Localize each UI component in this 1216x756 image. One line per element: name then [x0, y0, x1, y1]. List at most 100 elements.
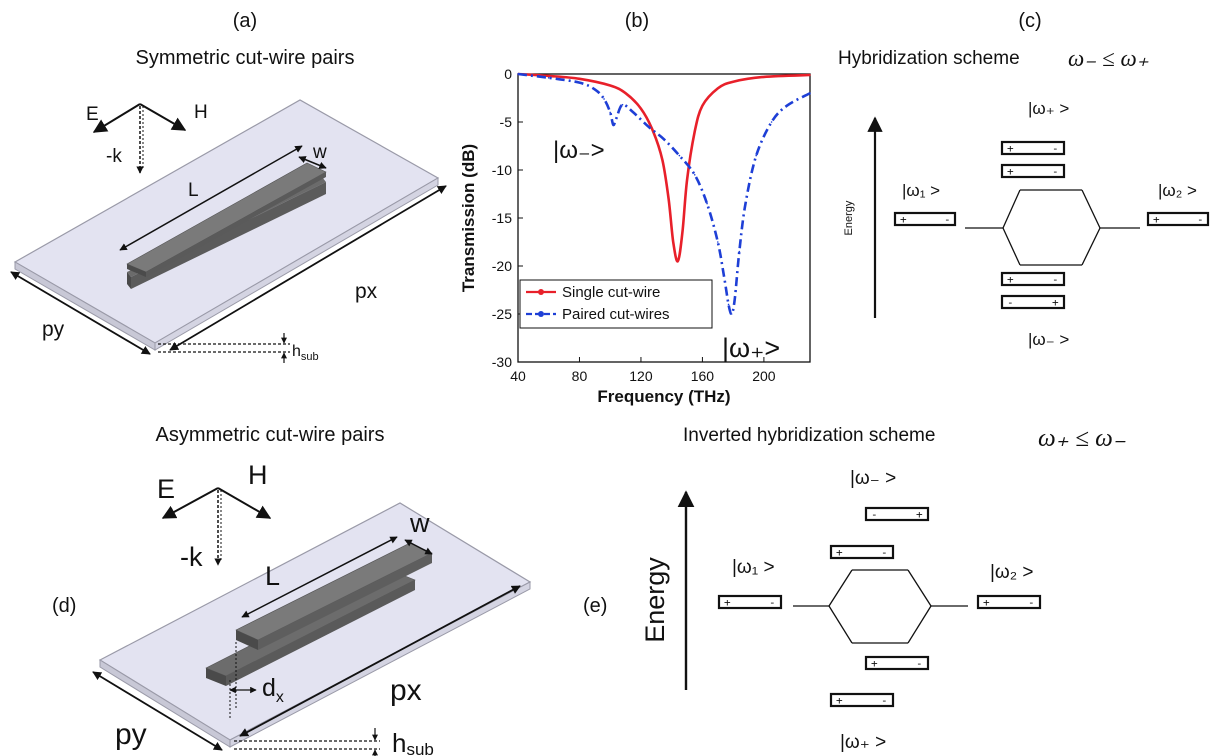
- dipole-w1-e: + -: [717, 594, 783, 610]
- wminus-label-c: |ω₋ >: [1028, 330, 1069, 349]
- dx-label-d: dx: [262, 674, 284, 706]
- x-tick-label: 120: [629, 368, 653, 384]
- dipole-w1-c: + -: [893, 211, 957, 227]
- data-point: [677, 260, 679, 263]
- panel-b: (b) 40 80 120 160 200 0 -5 -10 -15 -20 -25 -30 Freq…: [459, 10, 811, 406]
- data-point: [733, 298, 736, 301]
- E-label-d: E: [157, 474, 175, 504]
- data-point: [755, 154, 758, 157]
- svg-text:-: -: [769, 596, 776, 609]
- svg-text:+: +: [1007, 273, 1014, 286]
- w1-label-e: |ω₁ >: [732, 557, 775, 578]
- data-point: [681, 231, 684, 234]
- data-point: [632, 111, 635, 114]
- panel-b-label: (b): [625, 10, 649, 32]
- panel-c-title: Hybridization scheme: [838, 48, 1020, 69]
- dipole-w2-c: + -: [1146, 211, 1210, 227]
- dipole-wminus-bottom-e: + -: [829, 544, 895, 560]
- panel-c-label: (c): [1018, 10, 1041, 32]
- panel-d-title: Asymmetric cut-wire pairs: [156, 424, 385, 446]
- data-point: [615, 117, 618, 119]
- svg-text:+: +: [900, 213, 907, 226]
- data-point: [770, 121, 773, 123]
- panel-a-label: (a): [233, 10, 257, 32]
- panel-d: Asymmetric cut-wire pairs (d) E H -k: [52, 424, 532, 756]
- data-point: [716, 87, 719, 90]
- chart-xlabel: Frequency (THz): [597, 387, 730, 406]
- data-point: [672, 241, 675, 243]
- w-label-d: w: [409, 508, 430, 538]
- svg-text:-: -: [881, 694, 888, 707]
- svg-text:+: +: [836, 694, 843, 707]
- wplus-label-e: |ω₊ >: [840, 732, 886, 753]
- svg-text:+: +: [836, 546, 843, 559]
- data-point: [809, 92, 811, 94]
- x-tick-label: 40: [510, 368, 526, 384]
- svg-text:-: -: [944, 213, 951, 226]
- x-tick-label: 80: [572, 368, 588, 384]
- svg-text:+: +: [1007, 142, 1014, 155]
- data-point: [701, 104, 704, 107]
- dimension-w-d: [404, 539, 433, 555]
- y-tick-label: -30: [492, 354, 512, 370]
- dipole-wplus-top-e: + -: [864, 655, 930, 671]
- dimension-py-d: [92, 671, 223, 751]
- svg-text:-: -: [1052, 165, 1059, 178]
- H-label-a: H: [194, 102, 208, 123]
- px-label-d: px: [390, 674, 422, 707]
- data-point: [693, 130, 696, 133]
- data-point: [723, 274, 725, 277]
- data-point: [517, 73, 519, 75]
- svg-text:-: -: [1007, 296, 1014, 309]
- panel-e-title: Inverted hybridization scheme: [683, 425, 935, 446]
- panel-a: (a) Symmetric cut-wire pairs E H -k: [10, 10, 447, 363]
- py-label-d: py: [115, 718, 147, 751]
- wplus-label-c: |ω₊ >: [1028, 99, 1069, 118]
- L-label-d: L: [265, 561, 280, 591]
- dipole-wplus-bottom-c: + -: [1000, 163, 1066, 179]
- dipole-w2-e: + -: [976, 594, 1042, 610]
- annotation-w-minus: |ω₋>: [553, 137, 605, 164]
- svg-text:-: -: [1052, 142, 1059, 155]
- annotation-w-plus: |ω₊>: [722, 333, 780, 363]
- panel-a-title: Symmetric cut-wire pairs: [136, 47, 355, 69]
- data-point: [621, 103, 624, 106]
- hybridization-lines-e: [793, 569, 968, 644]
- data-point: [686, 178, 688, 181]
- data-point: [678, 154, 681, 157]
- chart-legend: Single cut-wire Paired cut-wires: [519, 279, 713, 329]
- data-point: [612, 124, 615, 126]
- k-label-d: -k: [180, 542, 203, 572]
- data-point: [578, 81, 581, 84]
- y-tick-label: -20: [492, 258, 512, 274]
- data-point: [667, 198, 670, 200]
- dipole-wplus-top-c: + -: [1000, 140, 1066, 156]
- data-point: [624, 92, 627, 94]
- data-point: [744, 202, 747, 205]
- data-point: [609, 84, 612, 87]
- dimension-px-d: [239, 585, 521, 737]
- hybridization-lines-c: [965, 189, 1140, 266]
- eh-k-axes-d: [161, 487, 272, 566]
- svg-text:-: -: [1052, 273, 1059, 286]
- dimension-dx-d: [229, 642, 257, 720]
- data-point: [716, 241, 719, 243]
- svg-text:+: +: [871, 657, 878, 670]
- dimension-px-a: [169, 185, 447, 351]
- panel-d-label: (d): [52, 595, 76, 617]
- svg-text:-: -: [1197, 213, 1204, 226]
- svg-text:+: +: [1052, 296, 1059, 309]
- x-tick-label: 200: [752, 368, 776, 384]
- chart-ticks: 40 80 120 160 200 0 -5 -10 -15 -20 -25 -30: [492, 66, 776, 384]
- svg-text:+: +: [916, 508, 923, 521]
- panel-c: (c) Hybridization scheme ω₋ ≤ ω₊ Energy …: [838, 10, 1210, 349]
- dipole-wminus-top-e: - +: [864, 506, 930, 522]
- y-tick-label: -25: [492, 306, 512, 322]
- y-tick-label: -5: [500, 114, 513, 130]
- y-tick-label: 0: [504, 66, 512, 82]
- chart-ylabel: Transmission (dB): [459, 144, 478, 292]
- data-point: [809, 74, 811, 76]
- svg-text:+: +: [724, 596, 731, 609]
- dimension-hsub-d: [234, 728, 380, 756]
- legend-label-single: Single cut-wire: [562, 284, 660, 301]
